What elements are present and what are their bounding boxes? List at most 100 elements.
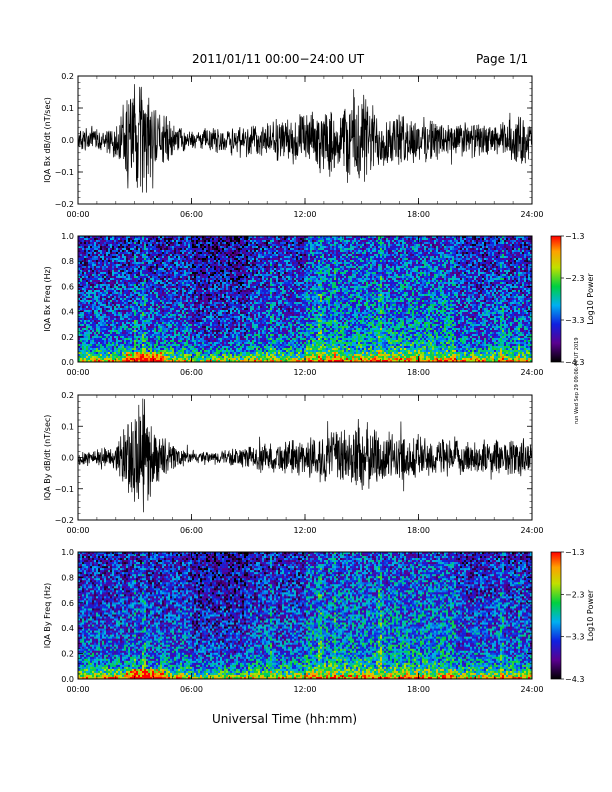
heat-cell	[302, 240, 304, 242]
heat-cell	[476, 238, 478, 240]
heat-cell	[434, 242, 436, 244]
heat-cell	[88, 248, 90, 250]
heat-cell	[144, 246, 146, 248]
heat-cell	[300, 238, 302, 240]
heat-cell	[282, 248, 284, 250]
heat-cell	[212, 242, 214, 244]
heat-cell	[388, 242, 390, 244]
heat-cell	[316, 240, 318, 242]
heat-cell	[116, 248, 118, 250]
heat-cell	[240, 238, 242, 240]
heat-cell	[94, 246, 96, 248]
heat-cell	[506, 244, 508, 246]
heat-cell	[268, 244, 270, 246]
heat-cell	[454, 246, 456, 248]
heat-cell	[150, 244, 152, 246]
heat-cell	[434, 244, 436, 246]
heat-cell	[502, 242, 504, 244]
heat-cell	[398, 240, 400, 242]
heat-cell	[234, 240, 236, 242]
heat-cell	[496, 244, 498, 246]
heat-cell	[376, 238, 378, 240]
heat-cell	[508, 240, 510, 242]
heat-cell	[184, 240, 186, 242]
heat-cell	[428, 242, 430, 244]
heat-cell	[458, 246, 460, 248]
heat-cell	[200, 246, 202, 248]
heat-cell	[122, 238, 124, 240]
heat-cell	[296, 248, 298, 250]
heat-cell	[328, 242, 330, 244]
heat-cell	[100, 246, 102, 248]
heat-cell	[340, 238, 342, 240]
heat-cell	[80, 238, 82, 240]
heat-cell	[154, 246, 156, 248]
heat-cell	[320, 248, 322, 250]
heat-cell	[286, 238, 288, 240]
heat-cell	[298, 238, 300, 240]
heat-cell	[282, 244, 284, 246]
heat-cell	[198, 238, 200, 240]
heat-cell	[364, 244, 366, 246]
heat-cell	[226, 246, 228, 248]
heat-cell	[94, 248, 96, 250]
heat-cell	[92, 246, 94, 248]
heat-cell	[406, 238, 408, 240]
heat-cell	[248, 248, 250, 250]
heat-cell	[514, 240, 516, 242]
heat-cell	[450, 244, 452, 246]
heat-cell	[198, 240, 200, 242]
heat-cell	[448, 246, 450, 248]
heat-cell	[184, 244, 186, 246]
heat-cell	[130, 244, 132, 246]
heat-cell	[114, 244, 116, 246]
heat-cell	[112, 240, 114, 242]
heat-cell	[100, 240, 102, 242]
heat-cell	[414, 242, 416, 244]
heat-cell	[98, 238, 100, 240]
heat-cell	[278, 240, 280, 242]
heat-cell	[342, 238, 344, 240]
heat-cell	[124, 244, 126, 246]
heat-cell	[100, 244, 102, 246]
heat-cell	[398, 242, 400, 244]
heat-cell	[410, 246, 412, 248]
heat-cell	[142, 246, 144, 248]
heat-cell	[334, 248, 336, 250]
heat-cell	[472, 244, 474, 246]
heat-cell	[120, 238, 122, 240]
heat-cell	[210, 242, 212, 244]
heat-cell	[200, 248, 202, 250]
heat-cell	[476, 240, 478, 242]
heat-cell	[178, 242, 180, 244]
heat-cell	[292, 246, 294, 248]
heat-cell	[476, 244, 478, 246]
heat-cell	[278, 242, 280, 244]
heat-cell	[132, 248, 134, 250]
heat-cell	[414, 238, 416, 240]
heat-cell	[150, 240, 152, 242]
heat-cell	[232, 242, 234, 244]
heat-cell	[132, 246, 134, 248]
heat-cell	[302, 246, 304, 248]
heat-cell	[138, 248, 140, 250]
heat-cell	[348, 242, 350, 244]
heat-cell	[246, 238, 248, 240]
heat-cell	[426, 246, 428, 248]
heat-cell	[178, 244, 180, 246]
heat-cell	[170, 242, 172, 244]
heat-cell	[318, 244, 320, 246]
heat-cell	[154, 238, 156, 240]
heat-cell	[454, 238, 456, 240]
heat-cell	[214, 240, 216, 242]
heat-cell	[164, 238, 166, 240]
heat-cell	[412, 244, 414, 246]
heat-cell	[88, 240, 90, 242]
heat-cell	[464, 240, 466, 242]
heat-cell	[494, 244, 496, 246]
heat-cell	[340, 246, 342, 248]
heat-cell	[190, 244, 192, 246]
heat-cell	[258, 246, 260, 248]
heat-cell	[436, 238, 438, 240]
heat-cell	[386, 246, 388, 248]
